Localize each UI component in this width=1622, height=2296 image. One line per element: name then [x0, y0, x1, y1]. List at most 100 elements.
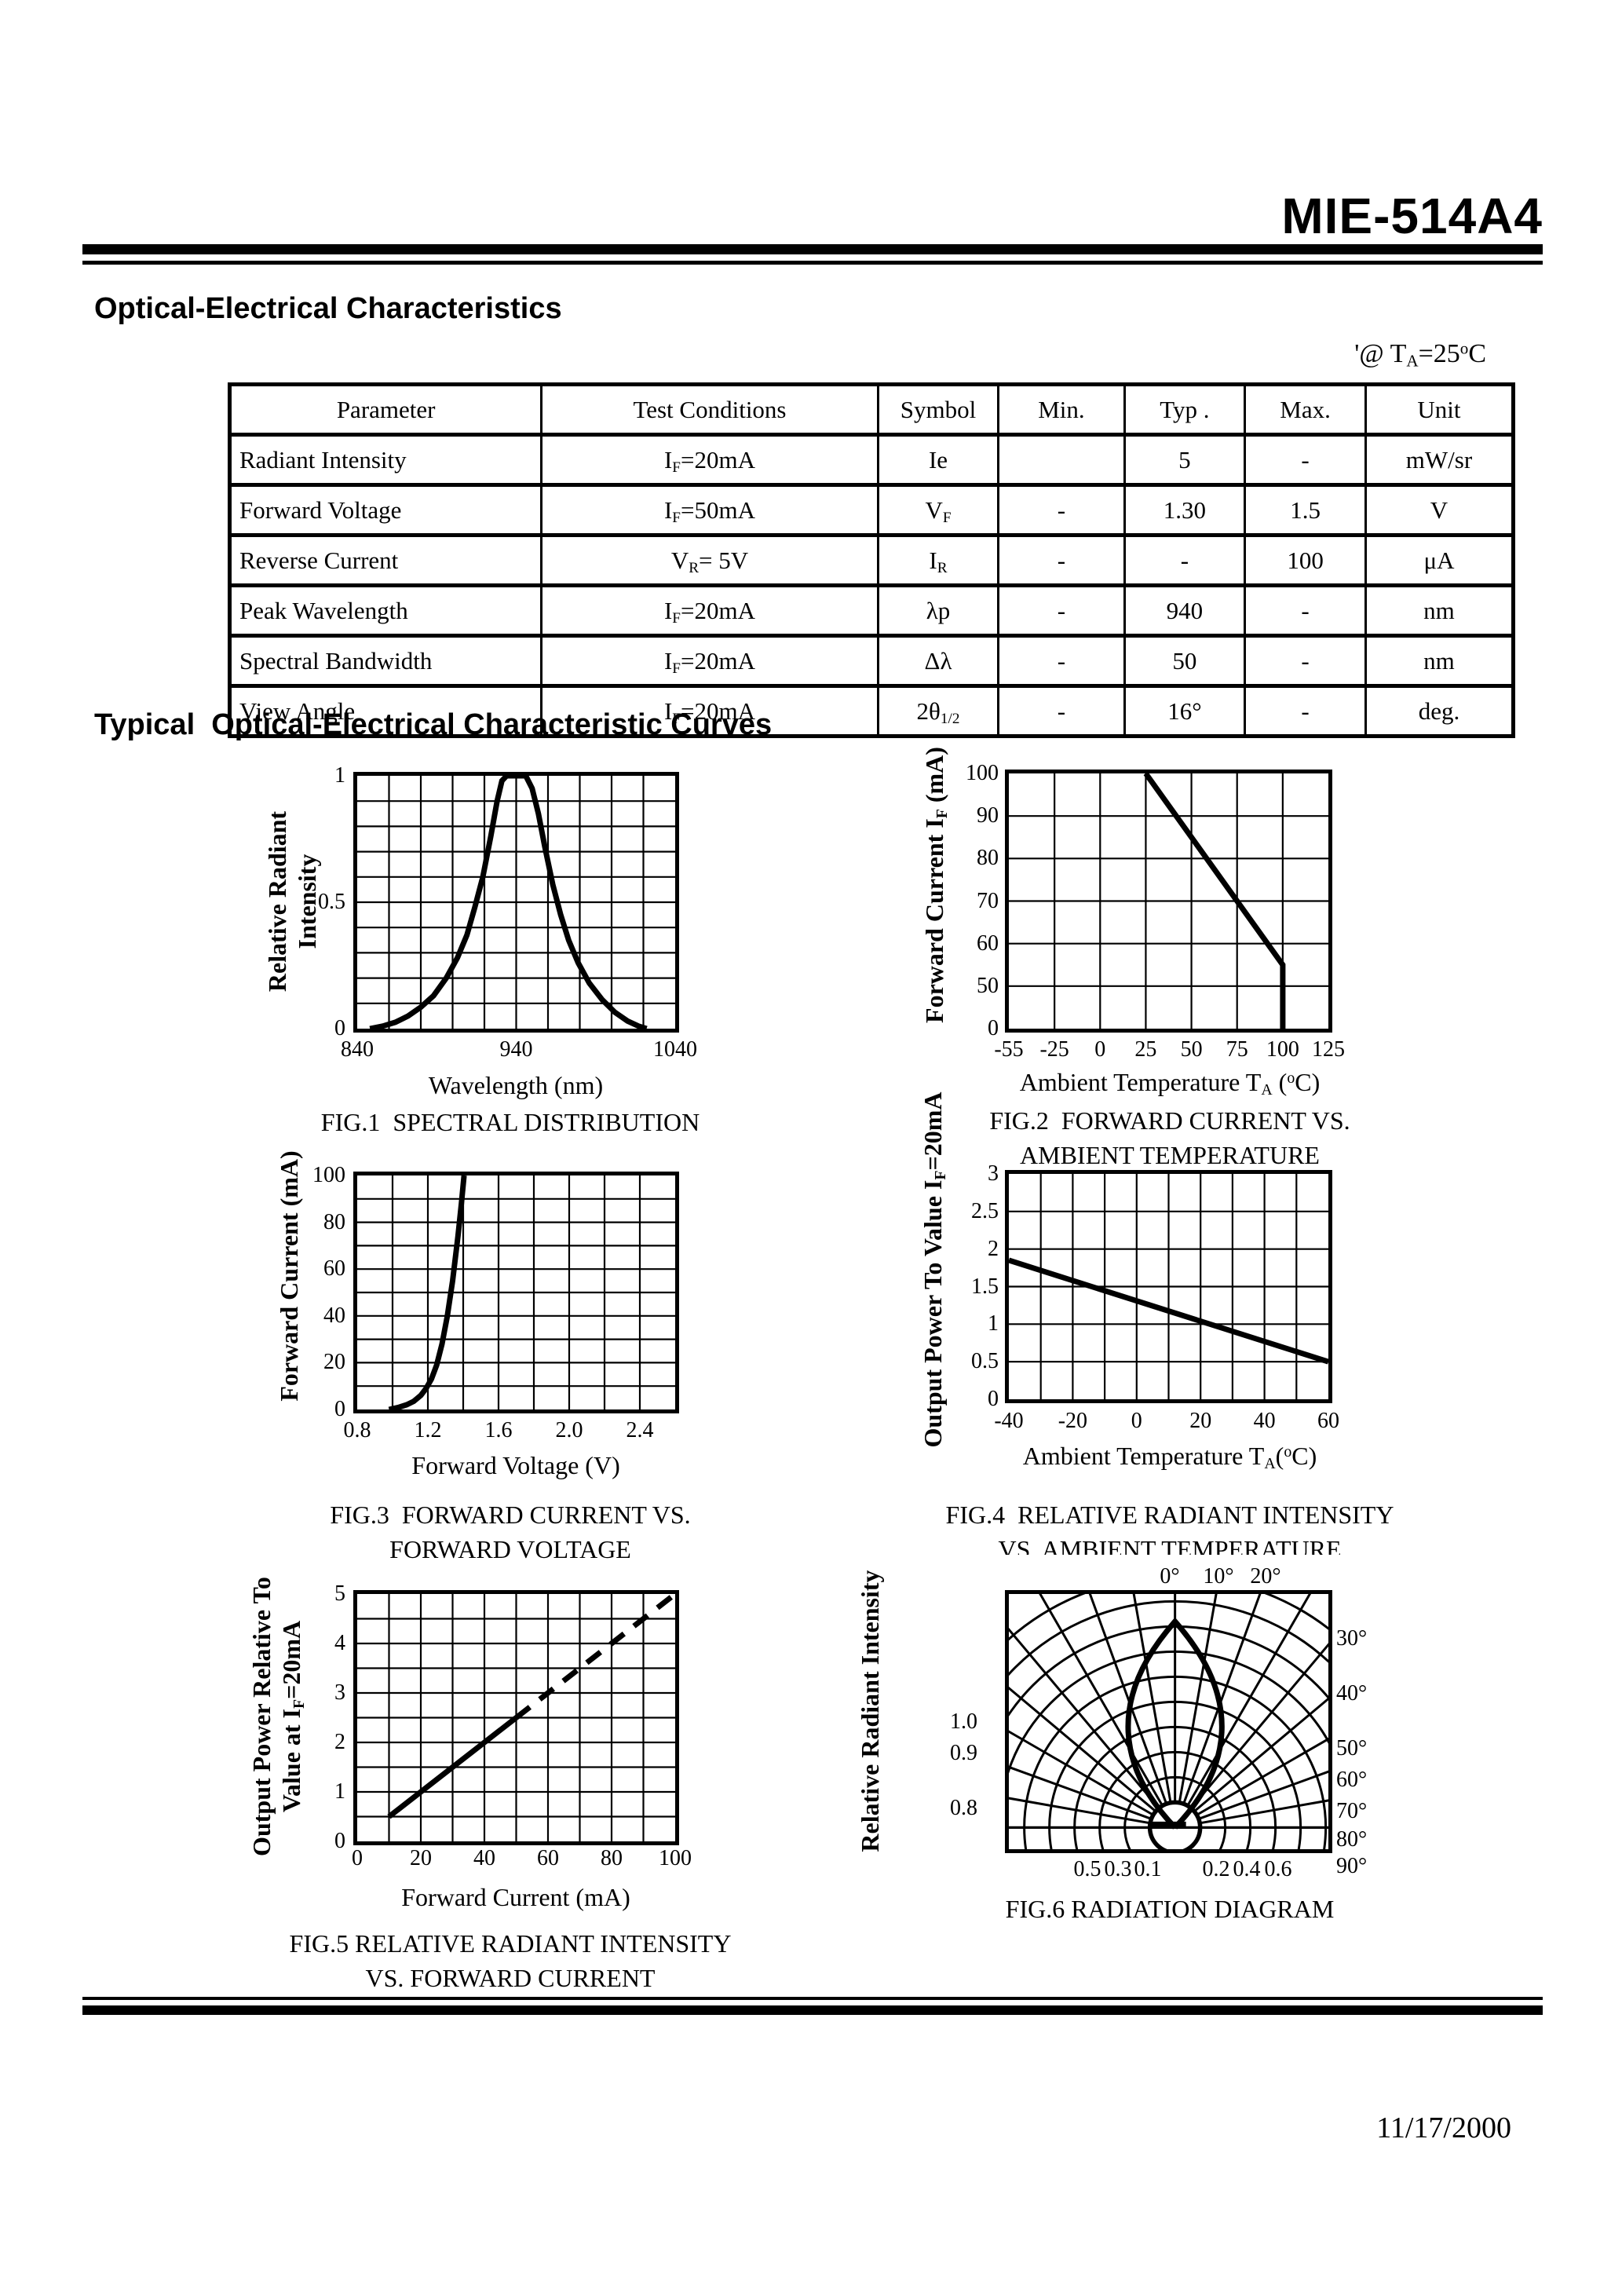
temp-note-text: C	[1468, 339, 1486, 368]
cell-min	[997, 433, 1126, 487]
x-tick-label: 1.6	[484, 1418, 513, 1442]
cell-symbol: VF	[876, 483, 1000, 537]
polar-bottom-label: 0.4	[1233, 1857, 1261, 1881]
y-tick-label: 2.5	[971, 1198, 999, 1223]
doc-title: MIE-514A4	[1281, 188, 1543, 244]
cell-test-condition: IF=20mA	[540, 634, 879, 688]
x-tick-label: 2.0	[555, 1418, 583, 1442]
figure-caption-line: FIG.3 FORWARD CURRENT VS.	[330, 1501, 691, 1529]
y-axis-label: Forward Current (mA)	[274, 1088, 304, 1464]
y-axis-label: Relative Radiant Intensity	[855, 1530, 885, 1892]
cell-typ: 1.30	[1123, 483, 1247, 537]
cell-test-condition: IF=20mA	[540, 433, 879, 487]
cell-min: -	[997, 634, 1126, 688]
polar-right-angle-label: 90°	[1336, 1854, 1368, 1878]
x-tick-label: 60	[1317, 1409, 1339, 1433]
cell-unit: V	[1364, 483, 1515, 537]
x-axis-label: Wavelength (nm)	[428, 1071, 604, 1099]
temp-note-sub: A	[1406, 351, 1419, 371]
figure-caption-line: FIG.5 RELATIVE RADIANT INTENSITY	[289, 1929, 732, 1958]
polar-right-angle-label: 60°	[1336, 1768, 1368, 1792]
y-tick-label: 50	[977, 973, 999, 998]
y-tick-label: 0	[988, 1016, 999, 1040]
y-tick-label: 4	[334, 1631, 345, 1655]
bottom-rule-thin	[82, 1997, 1543, 2000]
cell-min: -	[997, 583, 1126, 638]
x-axis-label: Forward Voltage (V)	[411, 1451, 620, 1479]
x-tick-label: 60	[537, 1846, 559, 1870]
radiation-lobe	[1125, 1617, 1225, 1830]
x-tick-label: 40	[1253, 1409, 1276, 1433]
y-axis-label-line: Output Power To Value IF=20mA	[919, 1091, 949, 1448]
column-header: Parameter	[228, 382, 543, 437]
figure-caption: FIG.2 FORWARD CURRENT VS. AMBIENT TEMPERA…	[895, 1107, 1445, 1176]
y-tick-label: 1	[334, 1779, 345, 1804]
x-tick-label: 1040	[653, 1037, 697, 1062]
polar-ray	[1186, 1351, 1451, 1807]
fig1-svg	[357, 773, 675, 1032]
polar-top-angle-label: 0°	[1160, 1564, 1180, 1589]
section-heading-characteristics: Optical-Electrical Characteristics	[94, 292, 562, 325]
y-tick-label: 100	[312, 1163, 345, 1187]
polar-right-angle-label: 50°	[1336, 1736, 1368, 1760]
figure-caption: FIG.6 RADIATION DIAGRAM	[895, 1896, 1445, 1930]
y-tick-label: 0	[334, 1016, 345, 1040]
x-axis-label: Ambient Temperature TA (oC)	[1019, 1068, 1321, 1099]
y-axis-label: Output Power Relative To Value at IF=20mA	[247, 1497, 308, 1936]
cell-unit: deg.	[1364, 684, 1515, 738]
x-tick-label: 40	[473, 1846, 495, 1870]
x-tick-label: -20	[1058, 1409, 1088, 1433]
column-header: Unit	[1364, 382, 1515, 437]
x-tick-label: 75	[1226, 1037, 1248, 1062]
polar-bottom-label: 0.1	[1134, 1857, 1162, 1881]
x-tick-label: 125	[1312, 1037, 1345, 1062]
cell-symbol: λp	[876, 583, 1000, 638]
cell-parameter: Peak Wavelength	[228, 583, 543, 638]
data-curve	[388, 1175, 467, 1413]
y-tick-label: 2	[334, 1730, 345, 1754]
cell-max: 1.5	[1244, 483, 1367, 537]
y-axis-label-line: Intensity	[293, 854, 321, 949]
polar-right-angle-label: 40°	[1336, 1681, 1368, 1706]
fig5-svg	[357, 1592, 678, 1841]
table-header-row: Parameter Test Conditions Symbol Min. Typ .M…	[228, 382, 1515, 437]
cell-symbol: Δλ	[876, 634, 1000, 688]
polar-right-angle-label: 70°	[1336, 1799, 1368, 1823]
y-axis-label-line: Value at IF=20mA	[277, 1620, 308, 1813]
x-tick-label: 100	[659, 1846, 692, 1870]
fig6-svg	[634, 1285, 1622, 2080]
cell-parameter: View Angle	[228, 684, 543, 738]
polar-intensity-label: 0.8	[950, 1796, 977, 1820]
y-axis-label: Relative Radiant Intensity	[262, 737, 322, 1066]
y-tick-label: 1	[988, 1311, 999, 1336]
cell-symbol: IR	[876, 533, 1000, 587]
polar-bottom-label: 0.3	[1104, 1857, 1132, 1881]
cell-parameter: Forward Voltage	[228, 483, 543, 537]
fig2-svg	[1009, 771, 1328, 1029]
cell-parameter: Radiant Intensity	[228, 433, 543, 487]
cell-max: 100	[1244, 533, 1367, 587]
x-axis-label: Ambient Temperature TA(oC)	[1022, 1442, 1317, 1472]
cell-typ: 50	[1123, 634, 1247, 688]
fig5-plot	[353, 1590, 679, 1845]
data-curve	[1143, 771, 1286, 1029]
cell-symbol: Ie	[876, 433, 1000, 487]
figure-caption-line: FIG.4 RELATIVE RADIANT INTENSITY	[945, 1501, 1394, 1529]
data-curve	[387, 1715, 518, 1819]
polar-right-angle-label: 30°	[1336, 1626, 1368, 1651]
x-tick-label: 0	[1094, 1037, 1106, 1062]
y-tick-label: 1	[334, 763, 345, 788]
x-axis-label: Forward Current (mA)	[401, 1883, 630, 1911]
top-rule-thin	[82, 261, 1543, 265]
cell-parameter: Spectral Bandwidth	[228, 634, 543, 688]
y-tick-label: 100	[966, 761, 999, 785]
characteristics-table: Parameter Test Conditions Symbol Min. Typ .M…	[228, 382, 1515, 738]
polar-ray	[1182, 1311, 1364, 1804]
polar-intensity-label: 0.9	[950, 1741, 977, 1765]
figure-caption-line: VS. FORWARD CURRENT	[365, 1964, 656, 1992]
cell-max: -	[1244, 684, 1367, 738]
data-curve	[1007, 1257, 1330, 1365]
cell-min: -	[997, 684, 1126, 738]
cell-unit: mW/sr	[1364, 433, 1515, 487]
x-tick-label: 0.8	[343, 1418, 371, 1442]
